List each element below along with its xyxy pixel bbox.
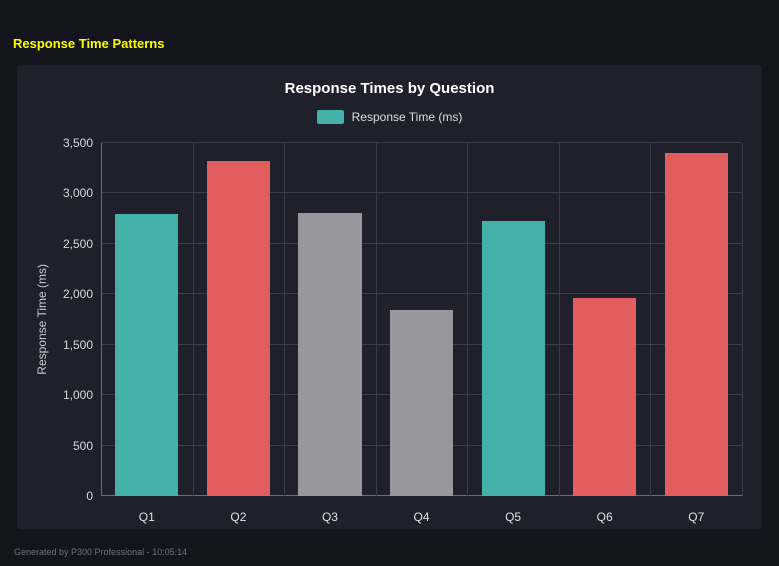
gridline-v xyxy=(467,143,469,496)
bar-q4[interactable] xyxy=(389,310,454,496)
y-axis-line xyxy=(101,143,102,496)
y-tick-label: 1,500 xyxy=(62,337,93,352)
gridline-v xyxy=(742,143,743,496)
page-title: Response Time Patterns xyxy=(13,36,165,51)
bar-slot xyxy=(284,143,376,496)
legend-label: Response Time (ms) xyxy=(351,110,463,124)
bar-slot xyxy=(101,143,193,496)
chart-legend: Response Time (ms) xyxy=(31,109,748,125)
bar-slot xyxy=(650,143,742,496)
bars-row xyxy=(101,143,742,496)
x-tick-label: Q7 xyxy=(688,510,705,524)
chart-area: Response Time (ms) 0 500 1,000 1,500 2,000 2,… xyxy=(31,136,748,524)
x-tick-label: Q1 xyxy=(138,510,155,524)
bar-q7[interactable] xyxy=(664,153,728,496)
y-tick-label: 3,500 xyxy=(62,136,93,150)
gridline-h xyxy=(101,293,742,295)
bar-q6[interactable] xyxy=(573,298,637,496)
bar-q3[interactable] xyxy=(298,212,362,496)
bar-q2[interactable] xyxy=(206,161,270,496)
x-tick-label: Q4 xyxy=(413,510,430,524)
chart-card: Response Times by Question Response Time… xyxy=(17,65,762,529)
y-axis-title-column: Response Time (ms) xyxy=(31,143,53,496)
x-tick-label: Q2 xyxy=(230,510,247,524)
bar-q5[interactable] xyxy=(481,220,545,496)
y-axis-title: Response Time (ms) xyxy=(35,264,49,375)
x-tick-label: Q5 xyxy=(505,510,522,524)
gridline-v xyxy=(558,143,560,496)
chart-title: Response Times by Question xyxy=(284,80,495,97)
legend-item-response-time[interactable]: Response Time (ms) xyxy=(316,110,463,124)
bar-q1[interactable] xyxy=(115,213,179,496)
gridline-v xyxy=(284,143,286,496)
gridline-v xyxy=(375,143,377,496)
y-tick-label: 1,000 xyxy=(62,388,93,403)
y-tick-label: 2,500 xyxy=(62,236,93,251)
y-tick-labels: 0 500 1,000 1,500 2,000 2,500 3,000 3,500 xyxy=(53,136,101,503)
x-tick-label: Q6 xyxy=(596,510,613,524)
y-tick-label: 2,000 xyxy=(62,287,93,302)
x-labels-row: Q1 Q2 Q3 Q4 Q5 Q6 Q7 xyxy=(101,496,742,524)
y-tick-label: 500 xyxy=(72,438,93,453)
bar-slot xyxy=(193,143,285,496)
footer-note: Generated by P300 Professional - 10:05:1… xyxy=(14,547,188,557)
legend-swatch xyxy=(316,110,344,124)
gridline-h xyxy=(101,242,742,244)
x-tick-label: Q3 xyxy=(321,510,338,524)
bar-slot xyxy=(467,143,559,496)
bar-slot xyxy=(559,143,651,496)
gridline-v xyxy=(650,143,652,496)
y-tick-label: 0 xyxy=(86,489,93,503)
gridline-h xyxy=(101,192,742,194)
gridline-h xyxy=(101,142,742,143)
y-tick-label: 3,000 xyxy=(62,186,93,201)
bar-slot xyxy=(376,143,468,496)
plot-area: Q1 Q2 Q3 Q4 Q5 Q6 Q7 xyxy=(101,142,743,524)
gridline-v xyxy=(192,143,194,496)
